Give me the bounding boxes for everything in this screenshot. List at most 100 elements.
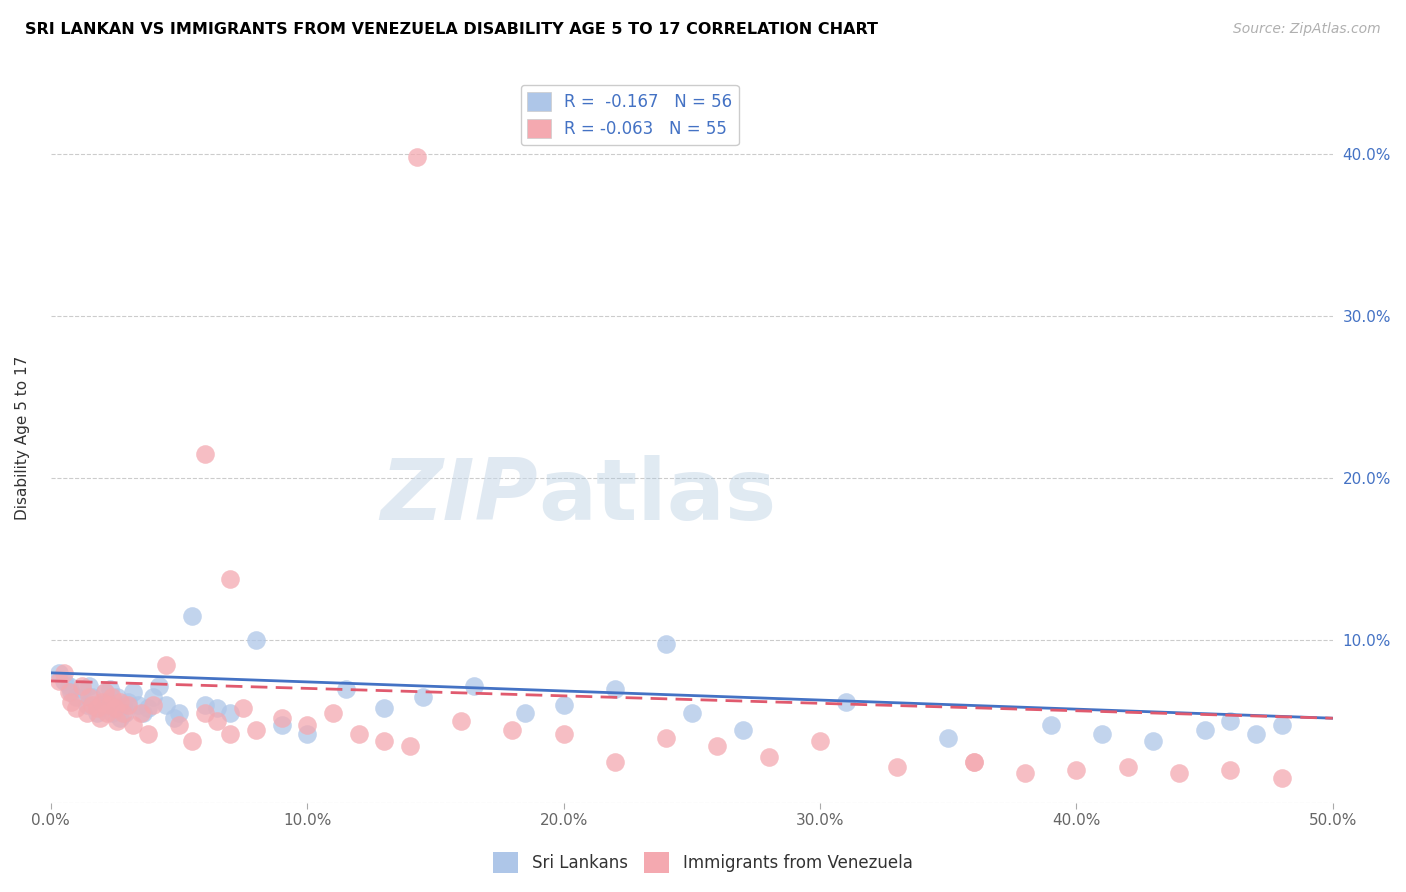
Point: [104, 701, 127, 715]
Legend: Sri Lankans, Immigrants from Venezuela: Sri Lankans, Immigrants from Venezuela: [486, 846, 920, 880]
Point: [297, 717, 319, 731]
Point: [553, 698, 575, 713]
Point: [101, 690, 124, 705]
Point: [65, 701, 87, 715]
Text: atlas: atlas: [538, 455, 776, 538]
Point: [1219, 714, 1241, 729]
Point: [122, 717, 145, 731]
Point: [180, 609, 202, 624]
Point: [207, 714, 229, 729]
Point: [219, 572, 242, 586]
Point: [58, 679, 80, 693]
Point: [450, 714, 472, 729]
Point: [194, 447, 217, 461]
Point: [758, 750, 780, 764]
Point: [219, 706, 242, 721]
Legend: R =  -0.167   N = 56, R = -0.063   N = 55: R = -0.167 N = 56, R = -0.063 N = 55: [520, 85, 738, 145]
Point: [93, 685, 115, 699]
Point: [808, 734, 831, 748]
Point: [501, 723, 523, 737]
Point: [107, 714, 129, 729]
Point: [1270, 771, 1292, 785]
Point: [219, 727, 242, 741]
Point: [122, 685, 145, 699]
Point: [322, 706, 344, 721]
Point: [936, 731, 959, 745]
Point: [655, 731, 678, 745]
Point: [603, 755, 626, 769]
Point: [91, 698, 114, 713]
Y-axis label: Disability Age 5 to 17: Disability Age 5 to 17: [15, 356, 30, 520]
Point: [58, 685, 80, 699]
Point: [373, 701, 395, 715]
Point: [80, 698, 103, 713]
Text: ZIP: ZIP: [381, 455, 538, 538]
Point: [86, 701, 108, 715]
Point: [108, 711, 131, 725]
Point: [963, 755, 986, 769]
Point: [373, 734, 395, 748]
Point: [101, 706, 124, 721]
Point: [52, 673, 75, 688]
Text: SRI LANKAN VS IMMIGRANTS FROM VENEZUELA DISABILITY AGE 5 TO 17 CORRELATION CHART: SRI LANKAN VS IMMIGRANTS FROM VENEZUELA …: [25, 22, 879, 37]
Point: [515, 706, 537, 721]
Point: [207, 701, 229, 715]
Point: [1142, 734, 1164, 748]
Point: [1039, 717, 1062, 731]
Point: [834, 695, 856, 709]
Point: [463, 679, 485, 693]
Point: [963, 755, 986, 769]
Point: [111, 706, 134, 721]
Point: [65, 690, 87, 705]
Point: [142, 698, 165, 713]
Point: [886, 760, 908, 774]
Point: [681, 706, 703, 721]
Point: [89, 711, 111, 725]
Point: [347, 727, 370, 741]
Point: [270, 711, 292, 725]
Point: [412, 690, 434, 705]
Point: [136, 701, 159, 715]
Point: [194, 698, 217, 713]
Point: [91, 695, 114, 709]
Point: [136, 727, 159, 741]
Point: [167, 717, 190, 731]
Point: [48, 665, 70, 680]
Point: [129, 706, 152, 721]
Point: [76, 706, 98, 721]
Point: [1168, 766, 1191, 780]
Point: [104, 701, 127, 715]
Point: [398, 739, 420, 753]
Point: [1244, 727, 1267, 741]
Point: [114, 706, 136, 721]
Point: [1116, 760, 1139, 774]
Point: [98, 681, 121, 696]
Point: [111, 698, 134, 713]
Point: [194, 706, 217, 721]
Point: [108, 695, 131, 709]
Point: [270, 717, 292, 731]
Point: [163, 711, 186, 725]
Point: [155, 698, 177, 713]
Point: [117, 695, 139, 709]
Point: [60, 685, 83, 699]
Point: [655, 637, 678, 651]
Point: [232, 701, 254, 715]
Point: [117, 698, 139, 713]
Point: [48, 673, 70, 688]
Point: [132, 706, 155, 721]
Point: [93, 685, 115, 699]
Point: [167, 706, 190, 721]
Point: [706, 739, 728, 753]
Point: [107, 690, 129, 705]
Point: [1014, 766, 1036, 780]
Point: [180, 734, 202, 748]
Point: [142, 690, 165, 705]
Point: [98, 698, 121, 713]
Point: [406, 150, 429, 164]
Point: [603, 681, 626, 696]
Point: [79, 679, 101, 693]
Point: [297, 727, 319, 741]
Point: [245, 633, 267, 648]
Point: [96, 706, 118, 721]
